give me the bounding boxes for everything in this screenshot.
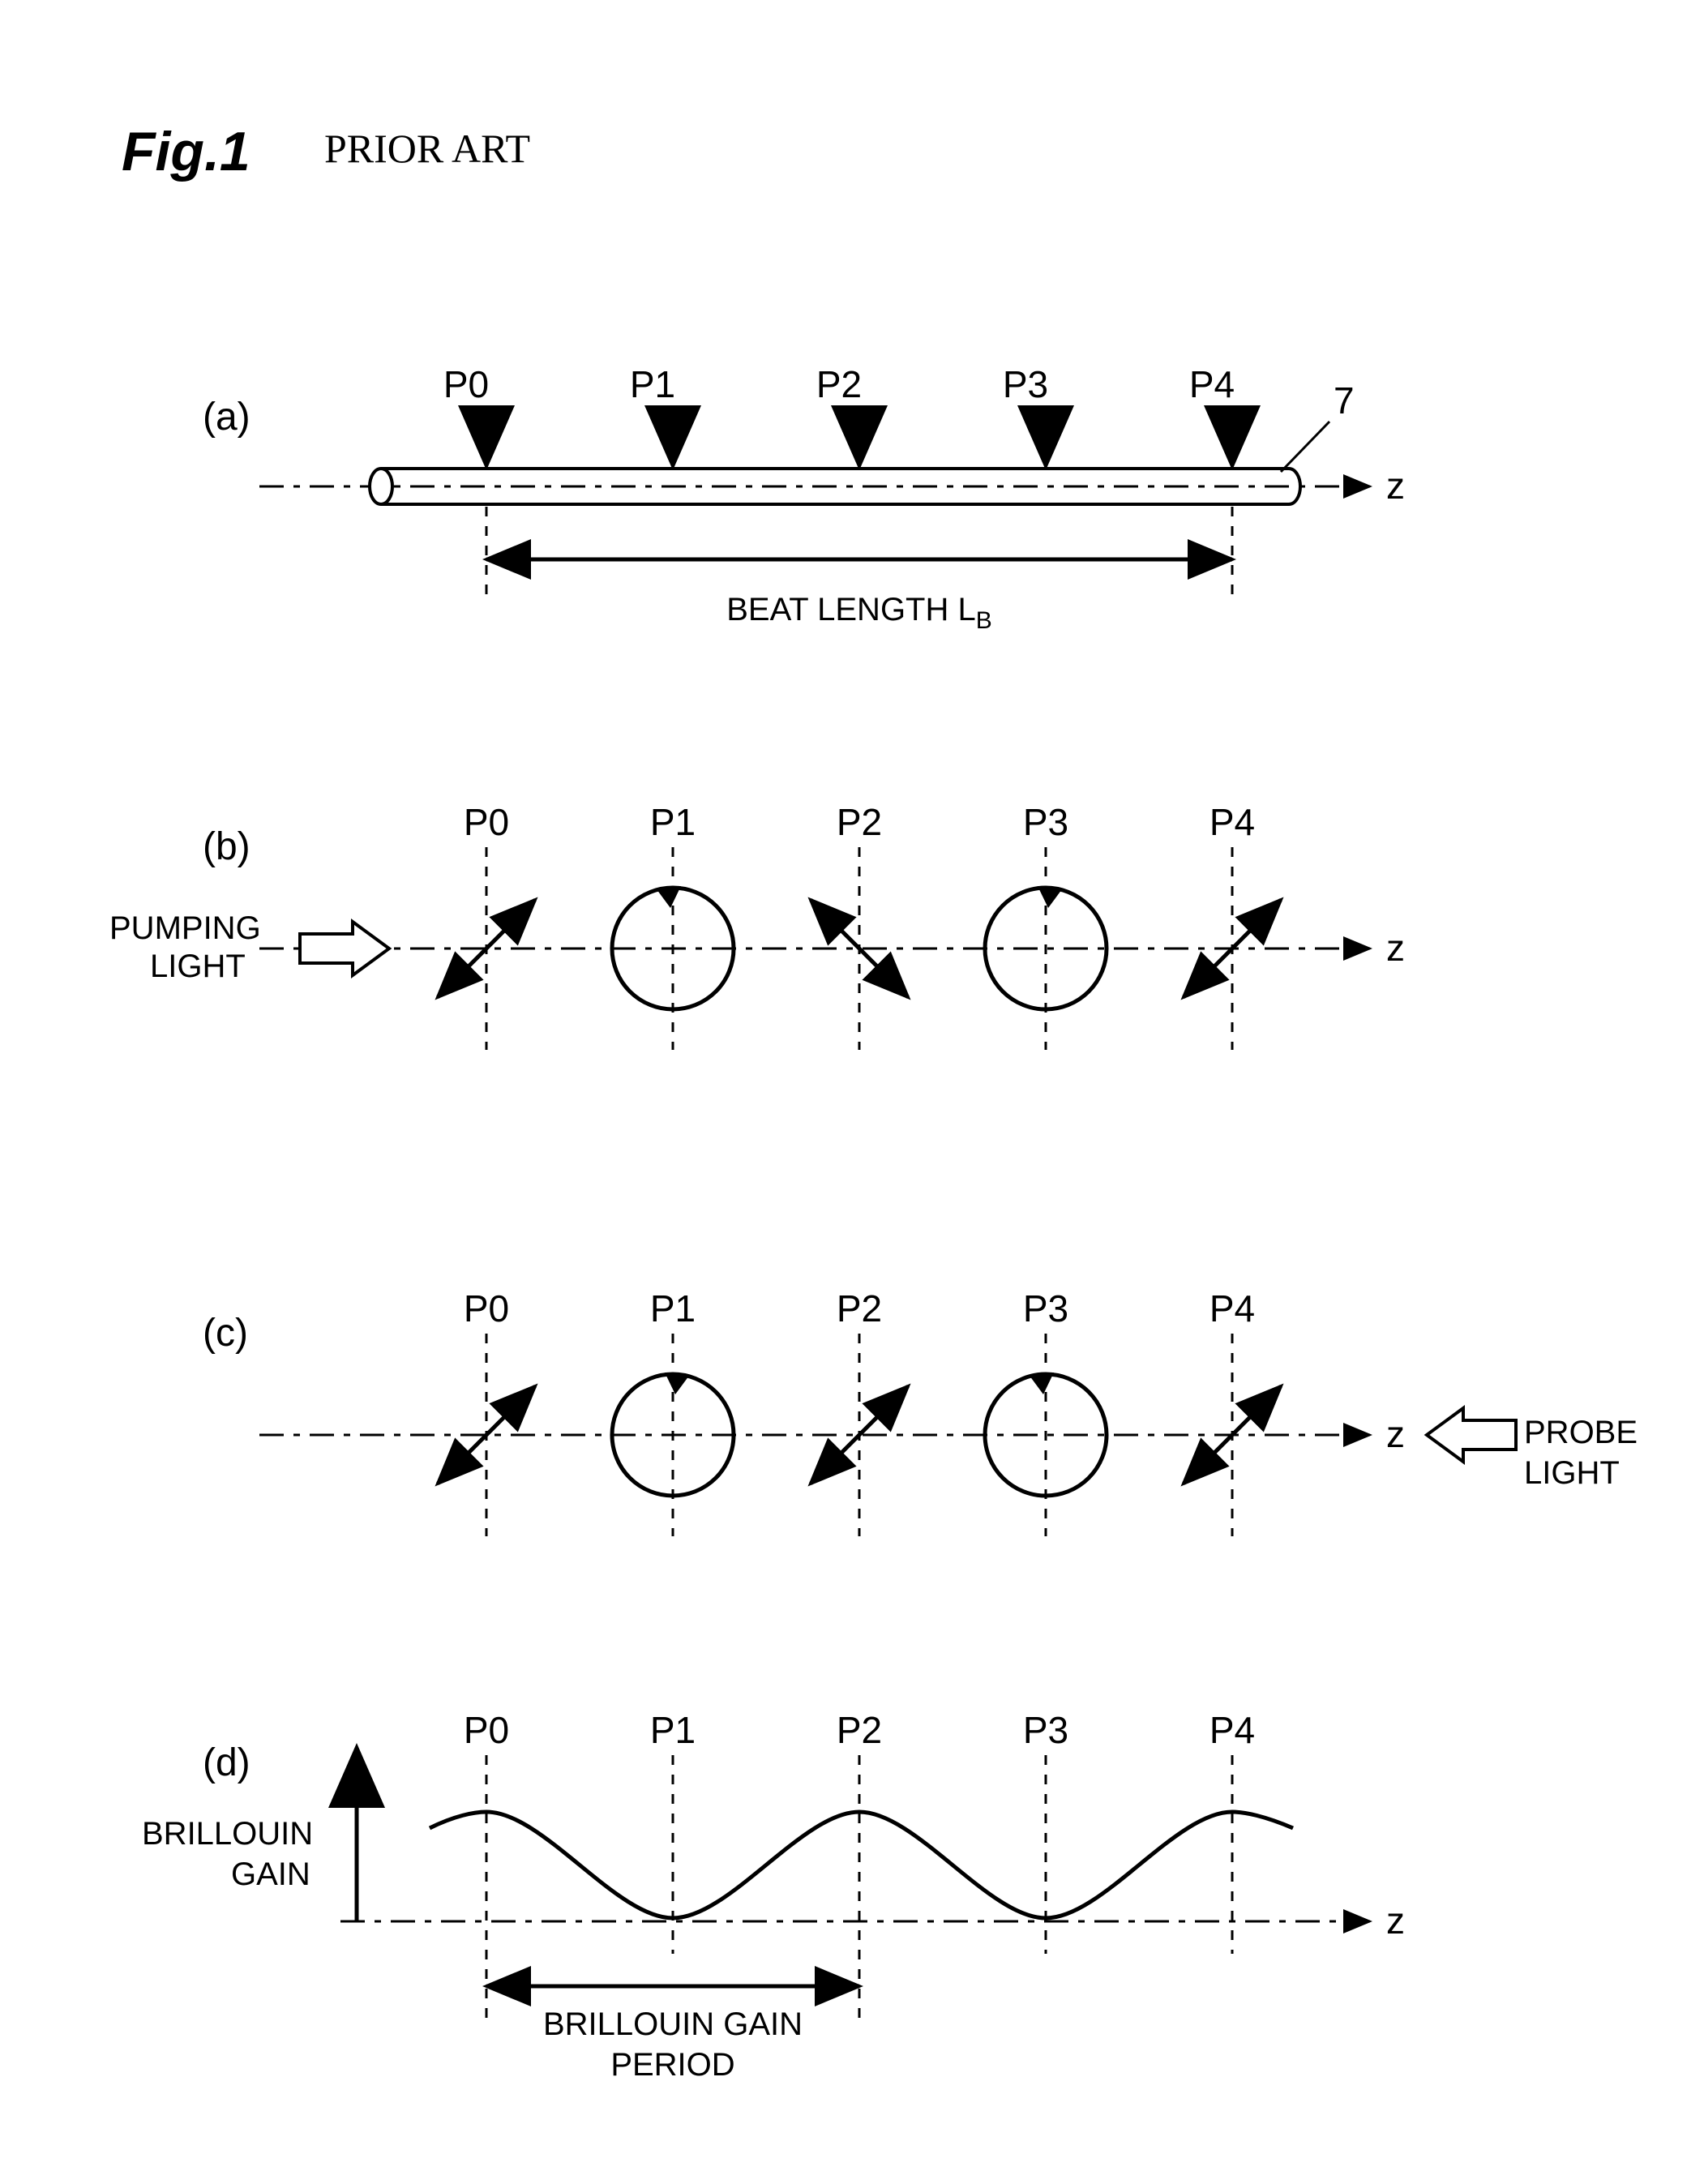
prior-art-label: PRIOR ART [324, 126, 530, 171]
panel-a: (a) z 7 P0 P1 P2 P3 P4 BEAT LENGTH LB [203, 363, 1405, 634]
probe-label-2: LIGHT [1524, 1455, 1620, 1491]
pos-c-0: P0 [464, 1287, 509, 1330]
pos-c-4: P4 [1209, 1287, 1255, 1330]
gain-period-label-1: BRILLOUIN GAIN [543, 2006, 803, 2042]
pos-a-4: P4 [1189, 363, 1235, 405]
panel-c-label: (c) [203, 1312, 248, 1355]
hollow-arrow-left [1427, 1408, 1516, 1462]
axis-z-d: z [1386, 1899, 1405, 1942]
panel-b-label: (b) [203, 825, 250, 868]
pos-a-3: P3 [1003, 363, 1048, 405]
pos-d-4: P4 [1209, 1709, 1255, 1751]
pos-b-4: P4 [1209, 801, 1255, 843]
axis-z-a: z [1386, 465, 1405, 507]
hollow-arrow-right [300, 922, 389, 975]
pos-b-2: P2 [837, 801, 882, 843]
gain-curve [430, 1812, 1293, 1918]
panel-a-label: (a) [203, 396, 250, 439]
pos-a-2: P2 [816, 363, 862, 405]
fiber-ref-leader [1281, 422, 1329, 472]
pumping-label-1: PUMPING [109, 910, 261, 946]
figure-title: Fig.1 [122, 121, 250, 182]
axis-z-c: z [1386, 1413, 1405, 1455]
pos-a-0: P0 [443, 363, 489, 405]
pos-b-1: P1 [650, 801, 696, 843]
pos-a-1: P1 [630, 363, 675, 405]
pos-b-3: P3 [1023, 801, 1068, 843]
pos-c-2: P2 [837, 1287, 882, 1330]
pos-c-1: P1 [650, 1287, 696, 1330]
brillouin-gain-1: BRILLOUIN [142, 1816, 313, 1852]
panel-d-label: (d) [203, 1741, 250, 1784]
panel-d: (d) BRILLOUIN GAIN z P0 P1 P2 P3 P4 BRIL… [142, 1709, 1405, 2083]
brillouin-gain-2: GAIN [231, 1856, 310, 1892]
panel-b: (b) z PUMPING LIGHT P0 P1 P2 P3 P4 [109, 801, 1405, 1050]
pos-d-0: P0 [464, 1709, 509, 1751]
pos-d-3: P3 [1023, 1709, 1068, 1751]
pos-d-2: P2 [837, 1709, 882, 1751]
gain-period-label-2: PERIOD [610, 2047, 734, 2083]
panel-c: (c) z PROBE LIGHT P0 P1 P2 P3 P4 [203, 1287, 1638, 1536]
pos-b-0: P0 [464, 801, 509, 843]
axis-z-b: z [1386, 927, 1405, 969]
position-arrows-a: P0 P1 P2 P3 P4 [443, 363, 1235, 462]
probe-label-1: PROBE [1524, 1415, 1638, 1450]
pos-d-1: P1 [650, 1709, 696, 1751]
fiber-ref-label: 7 [1334, 379, 1355, 422]
pos-c-3: P3 [1023, 1287, 1068, 1330]
beat-length-label: BEAT LENGTH LB [726, 592, 992, 634]
pumping-label-2: LIGHT [150, 949, 246, 984]
